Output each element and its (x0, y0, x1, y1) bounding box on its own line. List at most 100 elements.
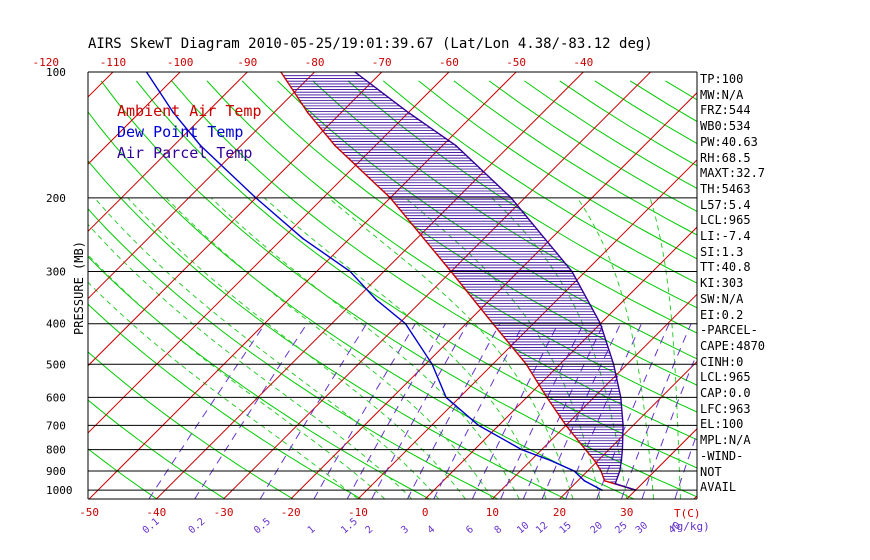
pressure-tick-label: 1000 (46, 484, 73, 497)
top-temp-tick-label: -100 (167, 56, 194, 69)
plot-area (88, 72, 870, 499)
top-temp-tick-label: -50 (506, 56, 526, 69)
bottom-temp-tick-label: -40 (146, 506, 166, 519)
pressure-tick-label: 200 (46, 192, 66, 205)
bottom-temp-tick-label: -20 (281, 506, 301, 519)
bottom-temp-tick-label: 10 (486, 506, 499, 519)
stability-index: LCL:965 (700, 370, 751, 385)
stability-index: AVAIL (700, 480, 737, 495)
dry-adiabat (171, 80, 697, 441)
mixing-ratio-tick-label: 0.5 (252, 516, 273, 536)
dry-adiabat (88, 160, 567, 499)
y-axis-label: PRESSURE (MB) (72, 241, 86, 335)
mixing-ratio-tick-label: 10 (515, 520, 531, 536)
bottom-temp-tick-label: 20 (553, 506, 566, 519)
pressure-tick-label: 800 (46, 444, 66, 457)
dry-adiabat (88, 208, 498, 499)
dry-adiabat (842, 81, 870, 499)
dry-adiabat (382, 80, 697, 284)
isotherm (424, 226, 697, 499)
chart-title: AIRS SkewT Diagram 2010-05-25/19:01:39.6… (88, 36, 653, 52)
bottom-temp-tick-label: -10 (348, 506, 368, 519)
top-temp-tick-label: -80 (305, 56, 325, 69)
mixing-ratio-line (259, 323, 368, 499)
isotherm (290, 92, 697, 499)
profile-point (334, 144, 336, 147)
dewpoint-line (145, 72, 603, 491)
stability-index: -PARCEL- (700, 323, 758, 338)
moist-adiabat (165, 197, 493, 499)
isotherm (559, 360, 697, 499)
mixing-ratio-tick-label: 0.1 (141, 516, 162, 536)
stability-index: MW:N/A (700, 87, 744, 102)
bottom-temp-tick-label: 30 (620, 506, 633, 519)
bottom-temp-tick-label: 0 (422, 506, 429, 519)
mixing-ratio-line (565, 323, 642, 499)
stability-index: LCL:965 (700, 213, 751, 228)
stability-index: NOT (700, 464, 722, 479)
isotherm (88, 72, 249, 233)
mixing-ratio-line (522, 323, 605, 499)
dry-adiabat (241, 80, 697, 386)
dry-adiabat (100, 80, 697, 498)
moist-adiabat (88, 254, 386, 499)
dry-adiabat (418, 80, 697, 260)
isotherm (88, 72, 114, 98)
stability-index: TH:5463 (700, 181, 751, 196)
stability-index: PW:40.63 (700, 134, 758, 149)
mixing-ratio-tick-label: 8 (493, 524, 505, 536)
dry-adiabat (88, 448, 158, 499)
pressure-tick-label: 100 (46, 66, 66, 79)
dry-adiabat (347, 80, 697, 309)
legend-entry: Dew Point Temp (117, 123, 243, 141)
profile-point (455, 144, 457, 147)
dry-adiabat (807, 81, 870, 499)
mixing-ratio-line (148, 323, 266, 499)
stability-index: FRZ:544 (700, 103, 751, 118)
mixing-ratio-line (346, 323, 446, 499)
dry-adiabat (277, 80, 697, 360)
mixing-axis-label: (g/kg) (670, 520, 710, 533)
moist-adiabat (328, 197, 574, 499)
isotherm (88, 72, 517, 499)
mixing-ratio-line (407, 323, 501, 499)
profile-point (306, 111, 309, 114)
stability-index: EL:100 (700, 417, 744, 432)
top-temp-tick-label: -70 (372, 56, 392, 69)
bottom-temp-tick-label: -50 (79, 506, 99, 519)
pressure-tick-label: 300 (46, 266, 66, 279)
stability-index: WB0:534 (700, 119, 751, 134)
pressure-tick-label: 700 (46, 419, 66, 432)
isotherm (88, 72, 450, 434)
stability-index: SI:1.3 (700, 244, 744, 259)
mixing-ratio-line (433, 323, 524, 499)
dry-adiabat (88, 351, 294, 499)
moist-adiabat (88, 223, 413, 499)
legend-entry: Ambient Air Temp (117, 102, 262, 120)
mixing-ratio-line (471, 323, 559, 499)
stability-index: EI:0.2 (700, 307, 744, 322)
top-temp-tick-label: -110 (100, 56, 127, 69)
pressure-tick-label: 500 (46, 358, 66, 371)
stability-index: SW:N/A (700, 291, 744, 306)
stability-index: CAPE:4870 (700, 338, 766, 353)
stability-index: KI:303 (700, 276, 744, 291)
profile-point (543, 237, 546, 240)
temp-axis-label: T(C) (674, 507, 701, 520)
stability-index: TP:100 (700, 72, 744, 86)
stability-index: MAXT:32.7 (700, 166, 766, 181)
mixing-ratio-tick-label: 0.2 (187, 516, 208, 536)
profile-point (603, 480, 606, 482)
moist-adiabat (210, 197, 520, 499)
mixing-ratio-line (641, 352, 697, 499)
isotherm (88, 72, 181, 165)
mixing-ratio-tick-label: 1.5 (339, 516, 360, 536)
dry-adiabat (206, 80, 697, 413)
mixing-ratio-tick-label: 12 (534, 520, 550, 536)
mixing-ratio-line (621, 323, 692, 499)
dry-adiabat (312, 80, 697, 334)
profile-point (593, 459, 596, 462)
dry-adiabat (88, 303, 362, 499)
